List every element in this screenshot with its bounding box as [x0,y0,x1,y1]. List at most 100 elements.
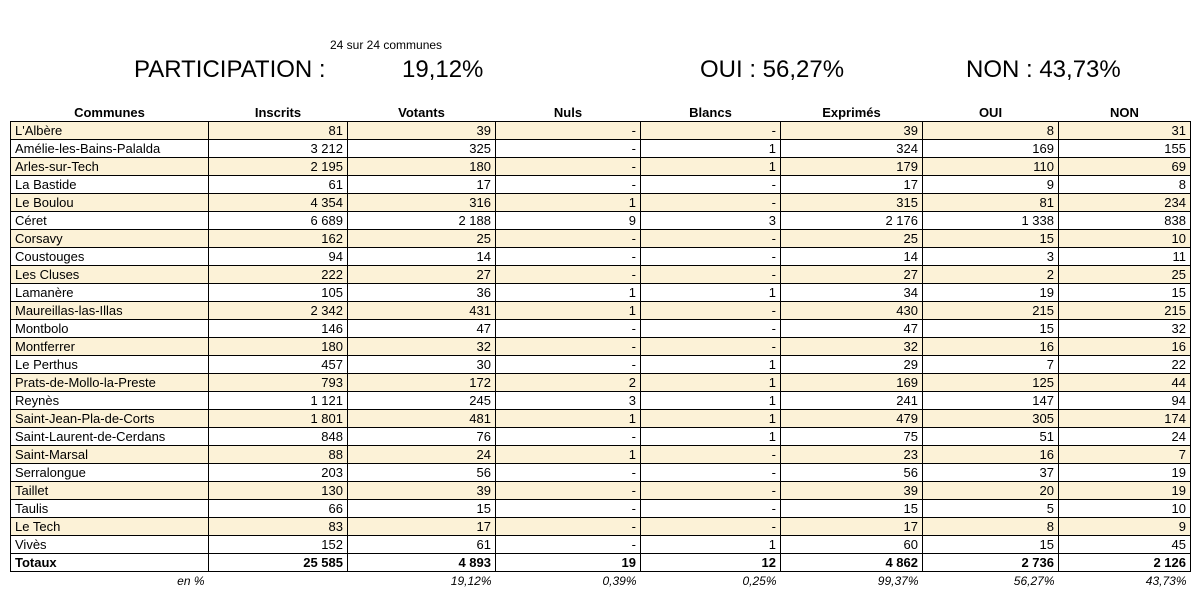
table-cell: 30 [347,355,496,374]
table-cell: 16 [1058,337,1191,356]
table-row: Céret 6 689 2 188 9 3 2 176 1 338 838 [10,211,1191,230]
table-cell: - [640,481,781,500]
table-cell: 8 [922,121,1059,140]
table-cell: 19 [1058,463,1191,482]
table-cell: - [495,319,641,338]
table-cell: - [640,265,781,284]
table-cell: - [640,517,781,536]
table-cell: - [640,229,781,248]
table-cell: 1 [640,283,781,302]
table-cell: 479 [780,409,923,428]
table-row: Reynès 1 121 245 3 1 241 147 94 [10,391,1191,410]
table-cell: 17 [780,175,923,194]
table-cell: 25 [780,229,923,248]
column-header: Blancs [689,105,732,120]
table-cell: 56 [780,463,923,482]
table-cell: 14 [347,247,496,266]
table-cell: 34 [780,283,923,302]
table-cell: 2 176 [780,211,923,230]
table-cell: 61 [208,175,348,194]
commune-name: Taillet [10,481,209,500]
table-cell: 1 [640,355,781,374]
table-cell: - [495,463,641,482]
table-row: Lamanère 105 36 1 1 34 19 15 [10,283,1191,302]
table-cell: - [640,175,781,194]
table-cell: 17 [780,517,923,536]
commune-name: Arles-sur-Tech [10,157,209,176]
table-cell: 23 [780,445,923,464]
table-cell: 3 [922,247,1059,266]
totals-cell: 2 126 [1058,553,1191,572]
table-cell: - [640,301,781,320]
table-cell: 14 [780,247,923,266]
table-cell: 66 [208,499,348,518]
table-row: Montbolo 146 47- -47 15 32 [10,319,1191,338]
table-cell: 76 [347,427,496,446]
totals-cell: 25 585 [208,553,348,572]
table-cell: 15 [922,535,1059,554]
table-cell: 1 [640,409,781,428]
percent-cell: 19,12% [450,573,492,588]
non-summary: NON : 43,73% [966,56,1121,83]
table-row: Arles-sur-Tech 2 195 180-1 179 110 69 [10,157,1191,176]
column-header: Nuls [553,105,583,120]
table-cell: 1 [495,445,641,464]
commune-name: Montferrer [10,337,209,356]
table-cell: 10 [1058,229,1191,248]
percent-row: en % 19,12% 0,39% 0,25% 99,37% 56,27% 43… [11,572,1191,590]
table-cell: 9 [922,175,1059,194]
table-cell: - [495,427,641,446]
table-cell: 1 [495,193,641,212]
table-cell: 5 [922,499,1059,518]
table-cell: 3 [640,211,781,230]
table-cell: 8 [922,517,1059,536]
table-cell: 2 342 [208,301,348,320]
table-cell: 169 [780,373,923,392]
table-cell: 81 [208,121,348,140]
table-cell: 1 121 [208,391,348,410]
table-cell: - [495,175,641,194]
commune-name: Montbolo [10,319,209,338]
table-cell: - [495,499,641,518]
table-cell: 152 [208,535,348,554]
table-cell: - [495,355,641,374]
totals-cell: 12 [640,553,781,572]
table-cell: 105 [208,283,348,302]
table-cell: 29 [780,355,923,374]
commune-name: Coustouges [10,247,209,266]
table-cell: 457 [208,355,348,374]
table-cell: 61 [347,535,496,554]
table-cell: 430 [780,301,923,320]
oui-summary: OUI : 56,27% [700,56,845,83]
table-cell: 25 [1058,265,1191,284]
table-row: Les Cluses 222 27- -27 2 25 [10,265,1191,284]
table-cell: 1 [640,535,781,554]
table-cell: 1 [495,301,641,320]
table-cell: 39 [780,121,923,140]
table-cell: 180 [208,337,348,356]
totals-cell: 19 [495,553,641,572]
table-cell: 215 [922,301,1059,320]
table-cell: 1 [640,139,781,158]
commune-name: La Bastide [10,175,209,194]
table-cell: 11 [1058,247,1191,266]
totals-label: Totaux [10,553,209,572]
commune-name: Le Tech [10,517,209,536]
table-cell: 125 [922,373,1059,392]
table-cell: 315 [780,193,923,212]
table-cell: 20 [922,481,1059,500]
table-cell: 2 [495,373,641,392]
table-cell: 1 [495,409,641,428]
table-cell: 27 [347,265,496,284]
table-cell: 2 195 [208,157,348,176]
table-cell: 3 [495,391,641,410]
table-cell: 245 [347,391,496,410]
table-cell: 848 [208,427,348,446]
commune-name: Prats-de-Mollo-la-Preste [10,373,209,392]
table-cell: 19 [1058,481,1191,500]
table-cell: - [495,139,641,158]
table-cell: 179 [780,157,923,176]
table-cell: 110 [922,157,1059,176]
commune-name: Saint-Marsal [10,445,209,464]
table-cell: 32 [1058,319,1191,338]
